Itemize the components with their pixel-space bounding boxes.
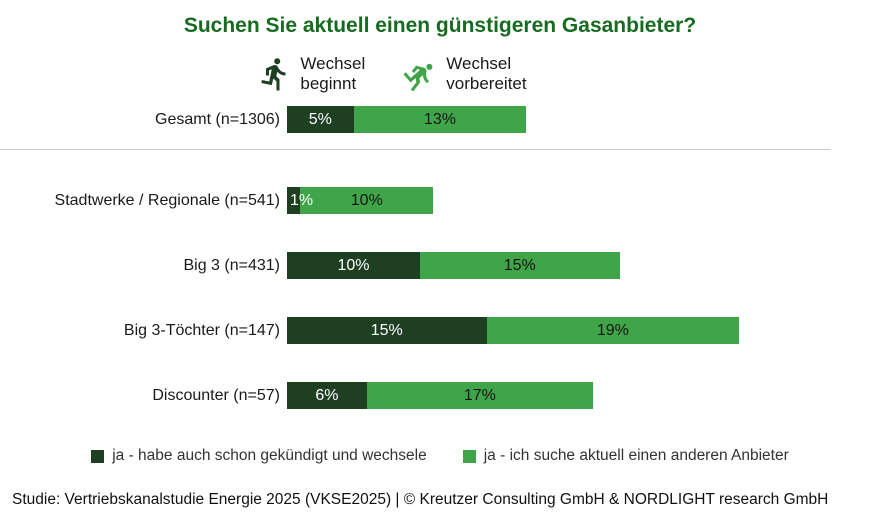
icon-legend: Wechsel beginnt Wechsel vorbereitet — [0, 54, 832, 94]
stacked-bar: 6% 17% — [287, 382, 593, 410]
stacked-bar: 10% 15% — [287, 252, 620, 280]
chart-row: Big 3 (n=431) 10% 15% — [0, 252, 880, 280]
bar-value-label: 15% — [503, 256, 536, 274]
bar-segment-wechsel-beginnt: 10% — [287, 252, 420, 280]
legend-label: ja - ich suche aktuell einen anderen Anb… — [483, 447, 789, 465]
bar-segment-wechsel-vorbereitet: 13% — [353, 106, 527, 134]
icon-legend-label: Wechsel beginnt — [300, 54, 365, 94]
bar-segment-wechsel-beginnt: 1% — [287, 187, 313, 215]
legend-item-dark: ja - habe auch schon gekündigt und wechs… — [91, 447, 427, 465]
stacked-bar: 1% 10% — [287, 187, 434, 215]
icon-legend-item-vorbereitet: Wechsel vorbereitet — [403, 54, 527, 94]
category-label: Gesamt (n=1306) — [155, 110, 280, 128]
icon-legend-line1: Wechsel — [300, 54, 366, 73]
chart-row: Stadtwerke / Regionale (n=541) 1% 10% — [0, 187, 880, 215]
runner-crouch-icon — [403, 56, 439, 92]
runner-start-icon — [257, 56, 293, 92]
bar-segment-wechsel-vorbereitet: 15% — [420, 252, 620, 280]
bar-segment-wechsel-vorbereitet: 19% — [486, 317, 740, 345]
stacked-bar-chart: Gesamt (n=1306) 5% 13% Stadtwerke / Regiona… — [0, 106, 880, 410]
bar-value-label: 6% — [315, 386, 339, 404]
bar-segment-wechsel-beginnt: 5% — [287, 106, 354, 134]
source-note: Studie: Vertriebskanalstudie Energie 202… — [12, 491, 829, 509]
chart-row: Discounter (n=57) 6% 17% — [0, 382, 880, 410]
icon-legend-label: Wechsel vorbereitet — [446, 54, 526, 94]
stacked-bar: 15% 19% — [287, 317, 740, 345]
bar-segment-wechsel-vorbereitet: 17% — [366, 382, 593, 410]
icon-legend-item-beginnt: Wechsel beginnt — [257, 54, 365, 94]
category-label: Big 3-Töchter (n=147) — [123, 321, 280, 339]
category-label: Discounter (n=57) — [152, 386, 280, 404]
legend-item-light: ja - ich suche aktuell einen anderen Anb… — [462, 447, 789, 465]
bar-segment-wechsel-beginnt: 15% — [287, 317, 487, 345]
icon-legend-line2: vorbereitet — [446, 74, 527, 94]
icon-legend-line1: Wechsel — [446, 54, 512, 73]
bar-segment-wechsel-vorbereitet: 10% — [300, 187, 434, 215]
legend-swatch-light — [462, 449, 476, 463]
bar-value-label: 17% — [463, 386, 496, 404]
chart-rows: Gesamt (n=1306) 5% 13% Stadtwerke / Regiona… — [0, 106, 880, 410]
chart-row: Gesamt (n=1306) 5% 13% — [0, 106, 880, 134]
category-label: Stadtwerke / Regionale (n=541) — [54, 191, 280, 209]
legend-swatch-dark — [91, 449, 105, 463]
page-title: Suchen Sie aktuell einen günstigeren Gas… — [183, 14, 697, 37]
bar-value-label: 19% — [596, 321, 629, 339]
bar-value-label: 5% — [308, 110, 332, 128]
separator-line — [0, 149, 830, 151]
bar-value-label: 1% — [290, 191, 314, 209]
bar-value-label: 15% — [370, 321, 403, 339]
series-legend: ja - habe auch schon gekündigt und wechs… — [0, 447, 880, 465]
bar-segment-wechsel-beginnt: 6% — [287, 382, 367, 410]
category-label: Big 3 (n=431) — [183, 256, 280, 274]
bar-value-label: 10% — [350, 191, 383, 209]
bar-value-label: 13% — [423, 110, 456, 128]
bar-value-label: 10% — [337, 256, 370, 274]
stacked-bar: 5% 13% — [287, 106, 527, 134]
legend-label: ja - habe auch schon gekündigt und wechs… — [112, 447, 427, 465]
icon-legend-line2: beginnt — [300, 74, 357, 94]
chart-row: Big 3-Töchter (n=147) 15% 19% — [0, 317, 880, 345]
